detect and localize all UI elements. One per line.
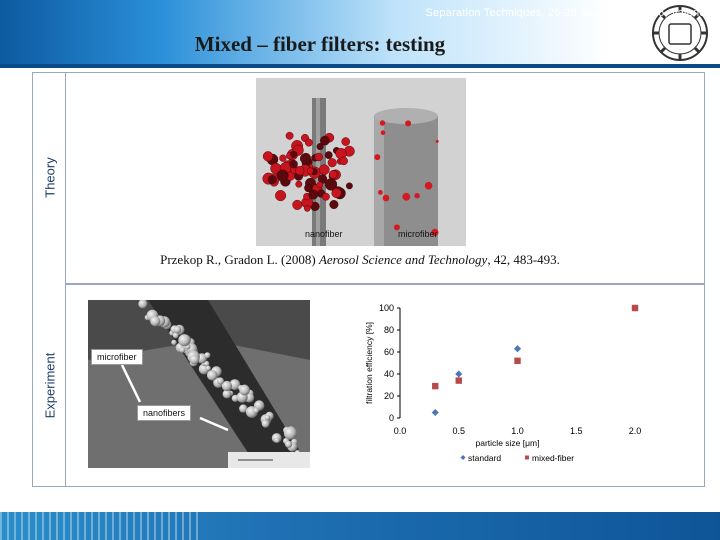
y-tick-label: 100 bbox=[379, 303, 394, 313]
y-tick-label: 20 bbox=[384, 391, 394, 401]
efficiency-chart: 0 20 40 60 80 100 0.0 0.5 1.0 1.5 2.0 particle size… bbox=[364, 303, 642, 463]
sem-label-microfiber: microfiber bbox=[91, 349, 143, 365]
y-tick-label: 60 bbox=[384, 347, 394, 357]
experiment-label: Experiment bbox=[42, 352, 58, 418]
experiment-panel bbox=[65, 284, 705, 487]
y-axis-label: filtration efficiency [%] bbox=[364, 322, 374, 404]
sem-label-nanofibers: nanofibers bbox=[137, 405, 192, 421]
simulation-caption-microfiber: microfiber bbox=[398, 229, 438, 239]
x-axis-label: particle size [μm] bbox=[476, 438, 540, 448]
data-point-mixed-fiber bbox=[631, 304, 639, 312]
data-point-standard bbox=[513, 344, 522, 354]
header-band bbox=[0, 0, 720, 68]
theory-panel bbox=[65, 72, 705, 284]
x-tick-label: 0.5 bbox=[452, 426, 465, 436]
callout-pointers bbox=[120, 364, 229, 432]
footer-text: Separation Techniques, 26-28 September 2… bbox=[425, 7, 714, 19]
citation-authors: Przekop R., Gradon L. (2008) bbox=[160, 252, 316, 267]
y-tick-label: 80 bbox=[384, 325, 394, 335]
simulation-image bbox=[256, 78, 466, 246]
citation-details: , 42, 483-493. bbox=[487, 252, 560, 267]
legend-label: mixed-fiber bbox=[532, 453, 574, 463]
footer-band bbox=[0, 512, 720, 540]
y-tick-label: 40 bbox=[384, 369, 394, 379]
x-tick-label: 1.5 bbox=[570, 426, 583, 436]
legend-label: standard bbox=[468, 453, 501, 463]
data-point-standard bbox=[454, 369, 464, 379]
side-label-column bbox=[32, 72, 65, 487]
sem-micrograph bbox=[88, 300, 310, 468]
data-point-mixed-fiber bbox=[432, 382, 439, 390]
theory-label: Theory bbox=[42, 156, 58, 198]
legend-marker bbox=[460, 455, 466, 460]
legend-marker bbox=[525, 455, 529, 460]
x-tick-label: 0.0 bbox=[394, 426, 407, 436]
x-tick-label: 1.0 bbox=[511, 426, 524, 436]
x-tick-label: 2.0 bbox=[629, 426, 642, 436]
university-seal-logo bbox=[652, 5, 708, 61]
simulation-caption-nanofiber: nanofiber bbox=[305, 229, 343, 239]
slide-title: Mixed – fiber filters: testing bbox=[194, 32, 446, 56]
citation: Przekop R., Gradon L. (2008) Aerosol Sci… bbox=[0, 252, 720, 268]
citation-journal: Aerosol Science and Technology bbox=[318, 252, 488, 267]
data-point-standard bbox=[430, 408, 440, 417]
data-point-mixed-fiber bbox=[455, 377, 462, 384]
data-point-mixed-fiber bbox=[514, 357, 521, 364]
y-tick-label: 0 bbox=[389, 413, 394, 423]
